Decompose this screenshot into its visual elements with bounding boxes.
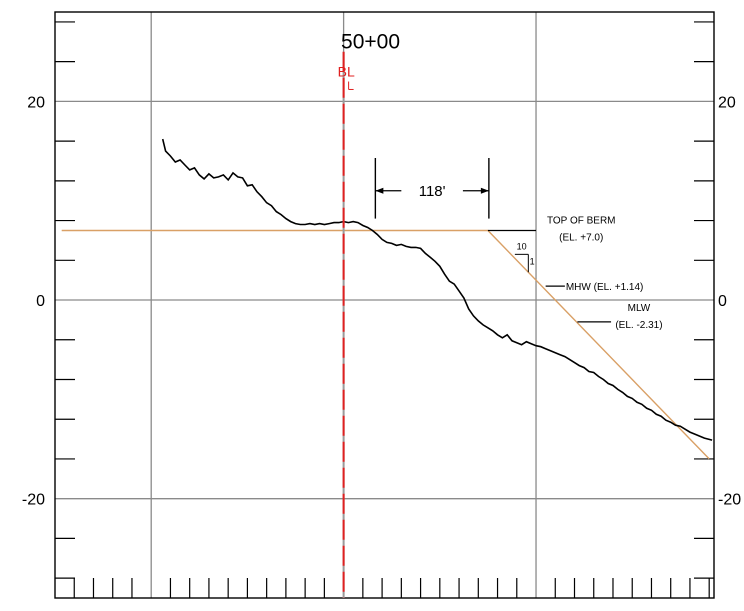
berm-width-label: 118' [419, 183, 446, 200]
dimension-arrow-left [375, 187, 384, 194]
y-tick-label-left: -20 [22, 492, 45, 509]
y-tick-label-left: 0 [36, 293, 45, 310]
centerline: BL [338, 51, 355, 598]
centerline-label: BL [338, 64, 355, 80]
y-tick-label-right: 0 [718, 293, 727, 310]
slope-rise-label: 1 [530, 256, 535, 266]
annotations: 118' TOP OF BERM (EL. +7.0) 10 1 MHW (EL… [374, 158, 663, 331]
station-title: 50+00 [341, 31, 400, 54]
slope-run-label: 10 [517, 241, 527, 251]
y-tick-label-right: -20 [718, 492, 741, 509]
dimension-arrow-right [480, 187, 489, 194]
tick-labels: -2000200202000-20-20 [22, 94, 741, 509]
top-of-berm-label: TOP OF BERM [547, 216, 616, 227]
mhw-label: MHW (EL. +1.14) [566, 282, 644, 293]
frame-ticks [55, 21, 714, 598]
grid-lines [55, 12, 714, 598]
y-tick-label-left: 20 [27, 94, 45, 111]
y-tick-label-right: 20 [718, 94, 736, 111]
mlw-elevation: (EL. -2.31) [615, 320, 662, 331]
top-of-berm-elevation: (EL. +7.0) [559, 232, 603, 243]
design-template-line [61, 229, 710, 460]
ground-profile-line [161, 138, 713, 441]
mlw-label: MLW [628, 303, 651, 314]
berm-width-dimension [374, 158, 490, 219]
plot-frame [54, 11, 715, 599]
leader-lines [487, 229, 612, 323]
